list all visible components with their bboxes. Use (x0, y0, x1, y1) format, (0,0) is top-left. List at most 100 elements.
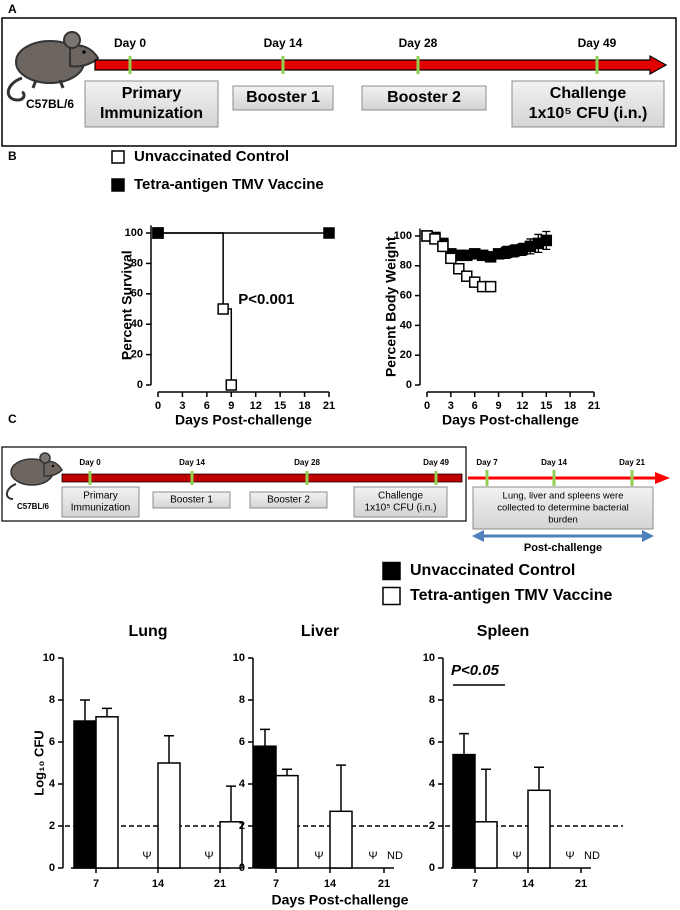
y-tick-label: 6 (239, 736, 245, 748)
day-label: Day 14 (541, 458, 567, 467)
day-tick (88, 471, 92, 485)
y-tick-label: 20 (131, 349, 143, 361)
error-bar (336, 764, 346, 812)
bar (527, 789, 551, 869)
panel-c-frame (1, 446, 467, 522)
day-tick (305, 471, 309, 485)
comparison-label: P<0.05 (451, 662, 500, 679)
annotation: Ψ (565, 850, 574, 862)
x-axis-label: Days Post-challenge (272, 892, 409, 908)
x-tick-label: 15 (540, 400, 552, 412)
y-tick-label: 0 (137, 379, 143, 391)
step-text: Immunization (100, 105, 203, 122)
x-tick-label: 14 (324, 878, 337, 890)
y-tick-label: 4 (49, 778, 56, 790)
day-tick (190, 471, 194, 485)
point (461, 270, 473, 282)
y-tick-label: 10 (43, 652, 55, 664)
step-line (223, 308, 233, 385)
x-tick-label: 14 (152, 878, 165, 890)
step-box (361, 85, 487, 111)
y-tick-label: 8 (429, 694, 435, 706)
annotation: P<0.001 (238, 291, 294, 308)
post-box (472, 486, 654, 530)
y-axis-label: Log₁₀ CFU (31, 730, 46, 795)
point (453, 262, 465, 275)
legend-label: Unvaccinated Control (410, 562, 575, 579)
y-tick-label: 0 (239, 862, 245, 874)
y-tick-label: 80 (131, 257, 143, 269)
y-axis-label: Percent Survival (119, 250, 135, 360)
bar (95, 716, 119, 869)
y-tick-label: 10 (423, 652, 435, 664)
panel-label: A (8, 2, 17, 16)
error-bar (282, 768, 292, 776)
y-tick-label: 0 (406, 379, 412, 391)
timeline-arrow-a (94, 54, 668, 76)
day-tick (595, 56, 599, 74)
bar (474, 821, 498, 869)
bar (253, 745, 277, 869)
point (429, 233, 441, 245)
x-tick-label: 9 (496, 400, 502, 412)
point (540, 234, 553, 247)
annotation: Ψ (512, 850, 521, 862)
step-box (511, 80, 665, 128)
day-label: Day 21 (619, 458, 645, 467)
legend-swatch (382, 586, 401, 606)
point (445, 252, 457, 265)
day-tick (630, 470, 634, 486)
error-bar (534, 766, 544, 791)
legend-label: Tetra-antigen TMV Vaccine (410, 587, 613, 604)
day-tick (128, 56, 132, 74)
error-bar (226, 785, 236, 822)
y-tick-label: 40 (400, 319, 412, 331)
x-tick-label: 7 (273, 878, 279, 890)
post-box-text: burden (548, 515, 578, 526)
day-tick (485, 470, 489, 486)
legend-label: Tetra-antigen TMV Vaccine (134, 176, 324, 193)
y-tick-label: 100 (125, 227, 143, 239)
legend-label: Unvaccinated Control (134, 148, 289, 165)
step-box (232, 85, 334, 111)
day-tick (552, 470, 556, 486)
y-tick-label: 4 (429, 778, 436, 790)
y-tick-label: 100 (394, 230, 412, 242)
strain-label: C57BL/6 (17, 502, 50, 511)
x-tick-label: 0 (424, 400, 430, 412)
x-axis-label: Days Post-challenge (442, 412, 579, 428)
x-tick-label: 18 (298, 400, 310, 412)
x-tick-label: 21 (214, 878, 226, 890)
day-label: Day 28 (399, 36, 438, 50)
step-box (61, 486, 140, 518)
error-bar (459, 732, 469, 755)
chart-title: Lung (128, 623, 167, 640)
step-text: Booster 2 (387, 89, 461, 106)
y-tick-label: 60 (400, 289, 412, 301)
timeline-arrow-c (61, 473, 463, 483)
step-text: 1x10⁵ CFU (i.n.) (529, 105, 648, 122)
strain-label: C57BL/6 (26, 97, 74, 111)
error-bar (481, 768, 491, 822)
day-label: Day 7 (476, 458, 498, 467)
y-tick-label: 20 (400, 349, 412, 361)
point (323, 227, 335, 239)
day-label: Day 28 (294, 458, 320, 467)
x-tick-label: 9 (228, 400, 234, 412)
bar (452, 753, 476, 869)
x-tick-label: 0 (155, 400, 161, 412)
x-tick-label: 7 (472, 878, 478, 890)
step-text: Primary (83, 491, 117, 502)
y-tick-label: 8 (239, 694, 245, 706)
day-tick (434, 471, 438, 485)
y-tick-label: 6 (429, 736, 435, 748)
y-tick-label: 2 (239, 820, 245, 832)
step-line (158, 232, 224, 309)
y-tick-label: 2 (429, 820, 435, 832)
x-axis-label: Days Post-challenge (175, 412, 312, 428)
post-arrow-head (655, 472, 670, 484)
x-tick-label: 18 (564, 400, 576, 412)
bar (275, 774, 299, 869)
chart-title: Liver (301, 623, 339, 640)
bar (157, 762, 181, 869)
